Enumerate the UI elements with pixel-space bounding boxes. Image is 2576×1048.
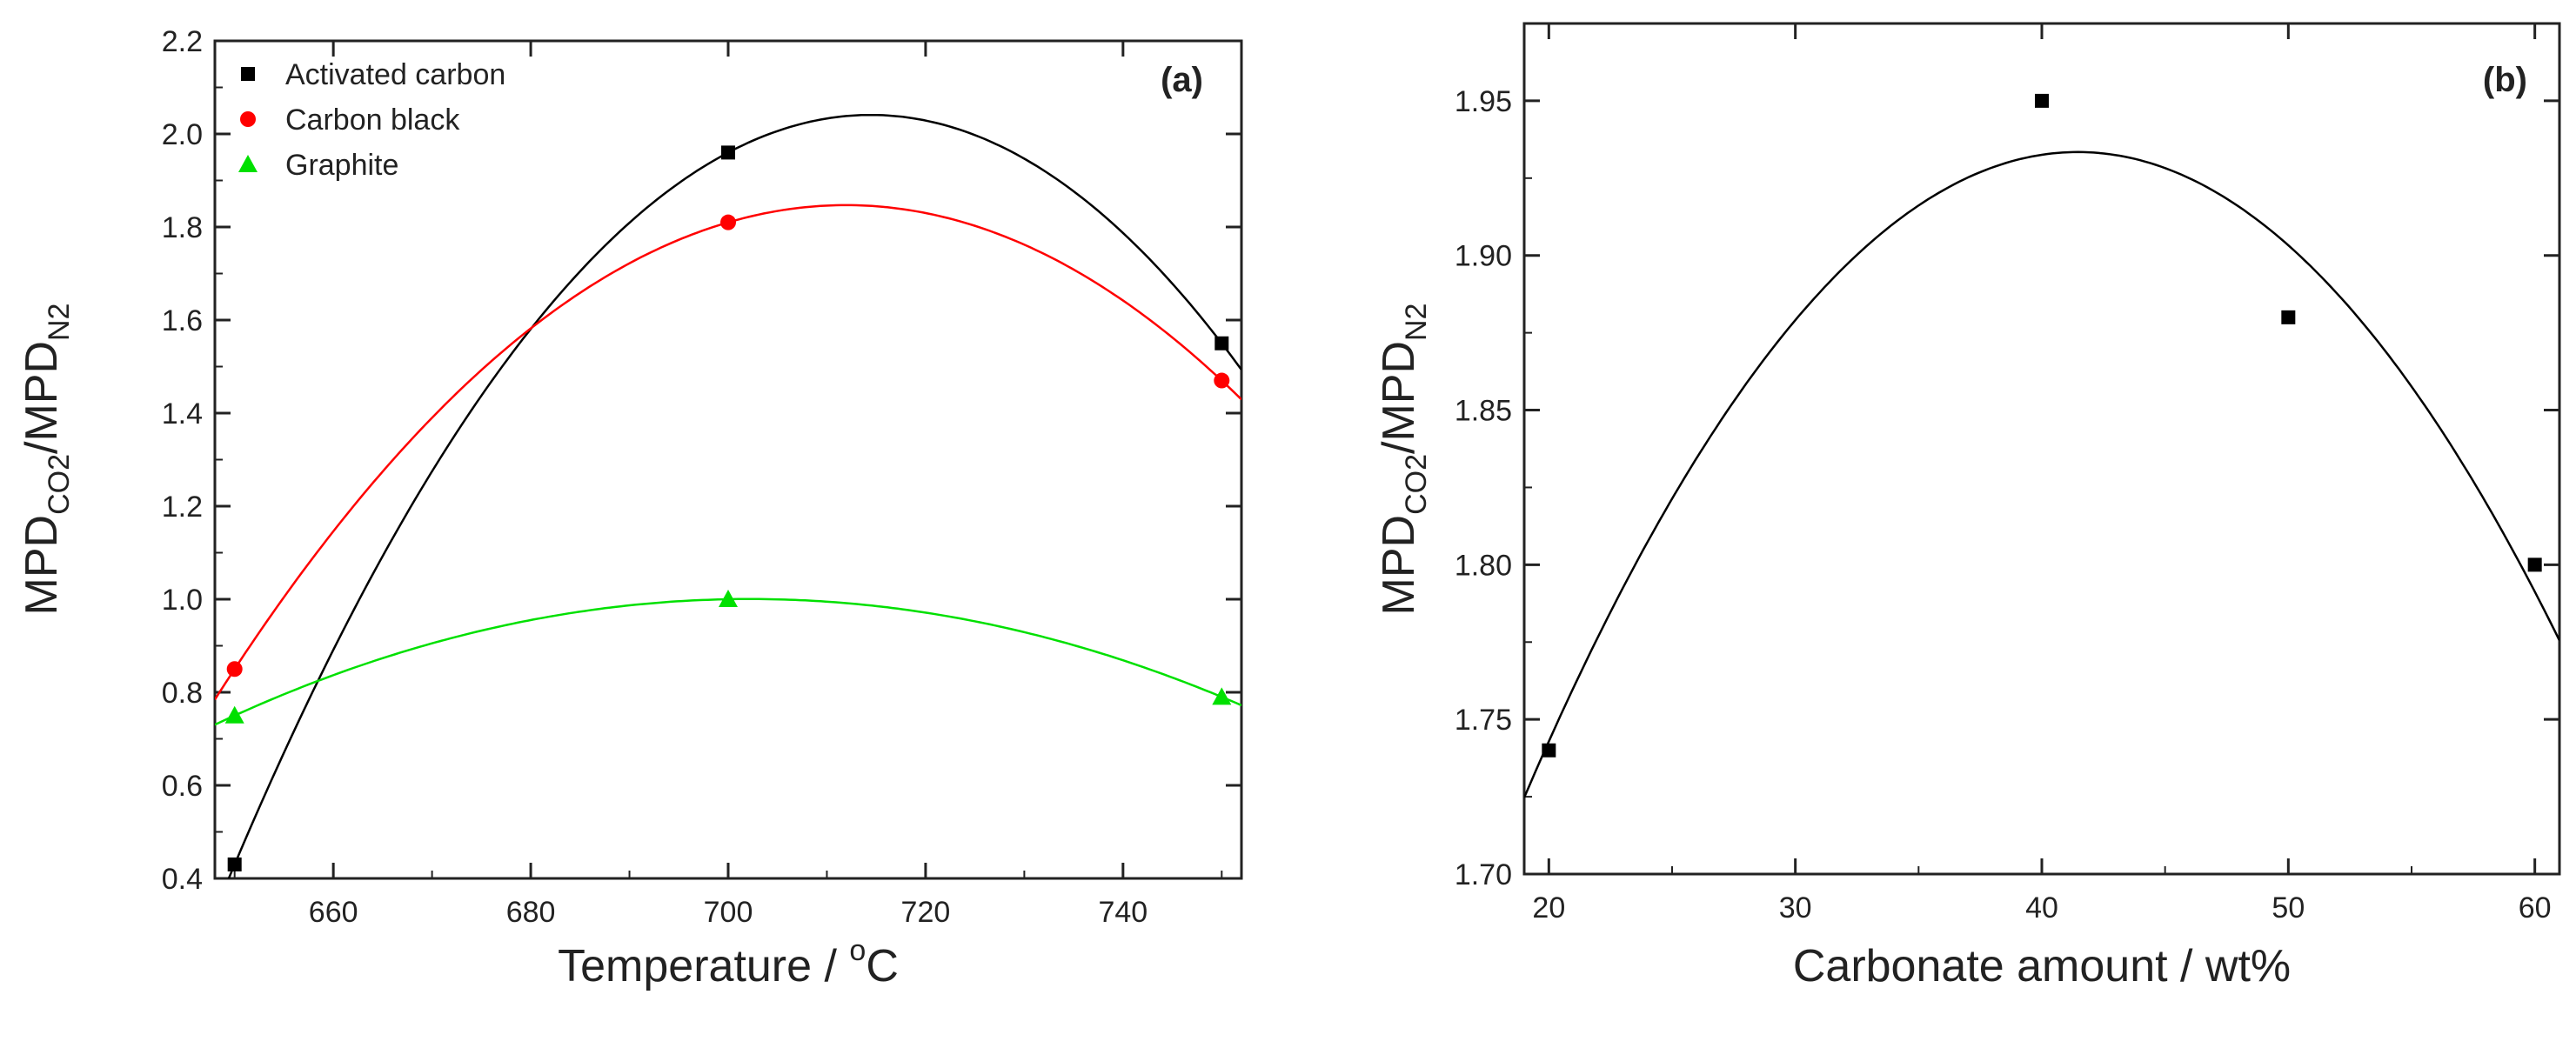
x-tick-label: 60 <box>2519 891 2552 925</box>
data-point-square <box>2527 557 2542 572</box>
y-tick-label: 1.4 <box>162 397 203 431</box>
x-tick-label: 30 <box>1779 891 1812 925</box>
data-point-circle <box>720 214 736 230</box>
y-tick-label: 1.2 <box>162 491 203 524</box>
legend-marker-circle <box>240 111 256 127</box>
fit-curve-0 <box>227 113 1241 878</box>
y-tick-label: 1.6 <box>162 304 203 337</box>
y-tick-label: 2.2 <box>162 25 203 58</box>
x-tick-label: 20 <box>1532 891 1565 925</box>
x-tick-label: 720 <box>901 896 951 929</box>
legend-label-0: Activated carbon <box>285 58 505 91</box>
y-tick-label: 2.0 <box>162 118 203 151</box>
legend-label-2: Graphite <box>285 149 398 182</box>
data-point-triangle <box>1212 687 1232 705</box>
legend-marker-square <box>241 67 255 81</box>
data-point-square <box>721 145 735 160</box>
panel-b-ylabel-sub1: CO2 <box>1400 454 1433 515</box>
data-point-square <box>2281 310 2296 324</box>
panel-b-ylabel-sub2: N2 <box>1400 304 1433 341</box>
data-point-square <box>2035 93 2049 108</box>
x-tick-label: 700 <box>704 896 753 929</box>
panel-a-ticks: 660 680 700 720 740 0.4 0.6 0.8 1.0 1.2 1.4 1.6 1.8 2… <box>162 25 1241 929</box>
x-tick-label: 680 <box>506 896 556 929</box>
panel-b-y-axis-title: MPDCO2/MPDN2 <box>1374 304 1433 616</box>
panel-b-label: (b) <box>2483 61 2527 99</box>
data-point-triangle <box>224 705 244 724</box>
x-tick-label: 50 <box>2272 891 2305 925</box>
fit-curve-1 <box>215 204 1241 700</box>
panel-a-xlabel-sup: o <box>849 934 866 967</box>
panel-a-y-axis-title: MPDCO2/MPDN2 <box>17 304 76 616</box>
x-tick-label: 740 <box>1098 896 1147 929</box>
panel-b-ticks: 20 30 40 50 60 1.70 1.75 1.80 1.85 1.90 1.95 <box>1455 23 2559 925</box>
panel-b-ylabel-main1: MPD <box>1374 515 1424 616</box>
panel-a: 660 680 700 720 740 0.4 0.6 0.8 1.0 1.2 1.4 1.6 1.8 2… <box>17 25 1243 991</box>
panel-a-xlabel-unit: C <box>866 941 899 991</box>
y-tick-label: 1.90 <box>1455 240 1512 273</box>
panel-a-ylabel-sub2: N2 <box>43 304 76 341</box>
y-tick-label: 1.80 <box>1455 549 1512 582</box>
y-tick-label: 1.85 <box>1455 395 1512 428</box>
fit-curve-0 <box>1524 150 2559 798</box>
y-tick-label: 1.8 <box>162 211 203 244</box>
panel-a-fit-curves <box>215 113 1241 878</box>
x-tick-label: 660 <box>309 896 358 929</box>
panel-a-data-points <box>224 145 1232 871</box>
panel-b-fit-curves <box>1524 150 2559 798</box>
data-point-triangle <box>719 590 738 607</box>
y-tick-label: 0.8 <box>162 677 203 710</box>
fit-curve-2 <box>215 597 1241 726</box>
y-tick-label: 0.6 <box>162 770 203 803</box>
panel-a-legend: Activated carbon Carbon black Graphite <box>238 58 505 182</box>
data-point-square <box>227 857 242 871</box>
y-tick-label: 1.95 <box>1455 85 1512 118</box>
panel-a-label: (a) <box>1161 61 1203 99</box>
panel-b: 20 30 40 50 60 1.70 1.75 1.80 1.85 1.90 1.95 (b) M… <box>1374 22 2561 991</box>
data-point-circle <box>1214 372 1230 389</box>
panel-a-x-axis-title: Temperature / oC <box>558 934 899 991</box>
panel-a-ylabel-slash: /MPD <box>17 341 67 454</box>
legend-marker-triangle <box>238 155 258 172</box>
y-tick-label: 0.4 <box>162 863 203 896</box>
y-tick-label: 1.0 <box>162 584 203 617</box>
y-tick-label: 1.70 <box>1455 858 1512 891</box>
y-tick-label: 1.75 <box>1455 704 1512 737</box>
panel-b-x-axis-title: Carbonate amount / wt% <box>1793 941 2291 991</box>
panel-a-xlabel-main: Temperature / <box>558 941 849 991</box>
panel-b-plot-frame <box>1522 22 2561 876</box>
panel-b-ylabel-slash: /MPD <box>1374 341 1424 454</box>
panel-a-ylabel-main1: MPD <box>17 515 67 616</box>
data-point-square <box>1214 336 1229 350</box>
x-tick-label: 40 <box>2025 891 2058 925</box>
legend-label-1: Carbon black <box>285 103 460 137</box>
data-point-square <box>1542 743 1556 758</box>
panel-b-data-points <box>1542 93 2542 758</box>
panel-a-ylabel-sub1: CO2 <box>43 454 76 515</box>
data-point-circle <box>226 661 243 678</box>
